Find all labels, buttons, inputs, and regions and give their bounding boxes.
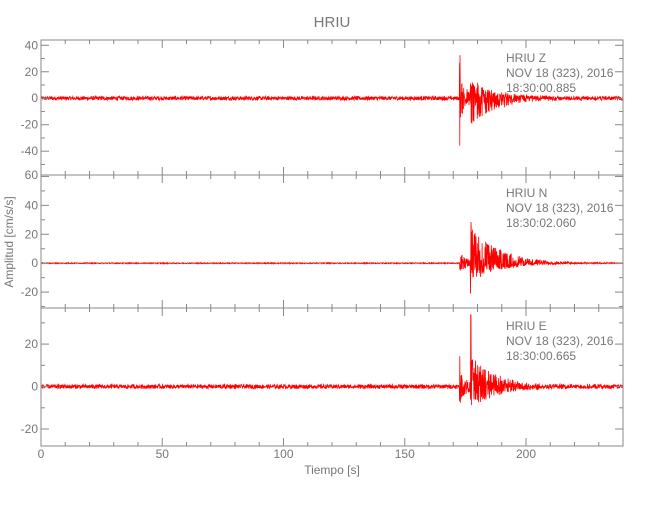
y-tick-label: 20 [25, 227, 39, 241]
y-axis-label: Amplitud [cm/s/s] [2, 196, 16, 287]
station-label: HRIU Z [506, 51, 546, 65]
x-tick-label: 200 [516, 447, 536, 461]
station-label: HRIU E [506, 319, 547, 333]
y-tick-label: -20 [21, 285, 39, 299]
y-tick-label: 40 [25, 198, 39, 212]
station-label: HRIU N [506, 186, 547, 200]
y-tick-label: 0 [31, 380, 38, 394]
x-tick-label: 0 [38, 447, 45, 461]
x-axis-label: Tiempo [s] [304, 463, 360, 477]
y-tick-label: 60 [25, 168, 39, 182]
y-tick-label: -20 [21, 422, 39, 436]
date-label: NOV 18 (323), 2016 [506, 201, 614, 215]
trace-N [40, 221, 624, 294]
y-tick-label: 20 [25, 65, 39, 79]
x-tick-label: 150 [395, 447, 415, 461]
x-tick-label: 100 [273, 447, 293, 461]
date-label: NOV 18 (323), 2016 [506, 334, 614, 348]
y-tick-label: -40 [21, 144, 39, 158]
time-label: 18:30:00.665 [506, 349, 576, 363]
y-tick-label: 0 [31, 91, 38, 105]
y-tick-label: 0 [31, 256, 38, 270]
time-label: 18:30:02.060 [506, 216, 576, 230]
y-tick-label: -20 [21, 118, 39, 132]
trace-E [40, 314, 624, 406]
y-tick-label: 40 [25, 38, 39, 52]
y-tick-label: 20 [25, 337, 39, 351]
x-tick-label: 50 [156, 447, 170, 461]
date-label: NOV 18 (323), 2016 [506, 66, 614, 80]
trace-Z [40, 55, 624, 146]
time-label: 18:30:00.885 [506, 81, 576, 95]
chart-title: HRIU [314, 14, 351, 31]
